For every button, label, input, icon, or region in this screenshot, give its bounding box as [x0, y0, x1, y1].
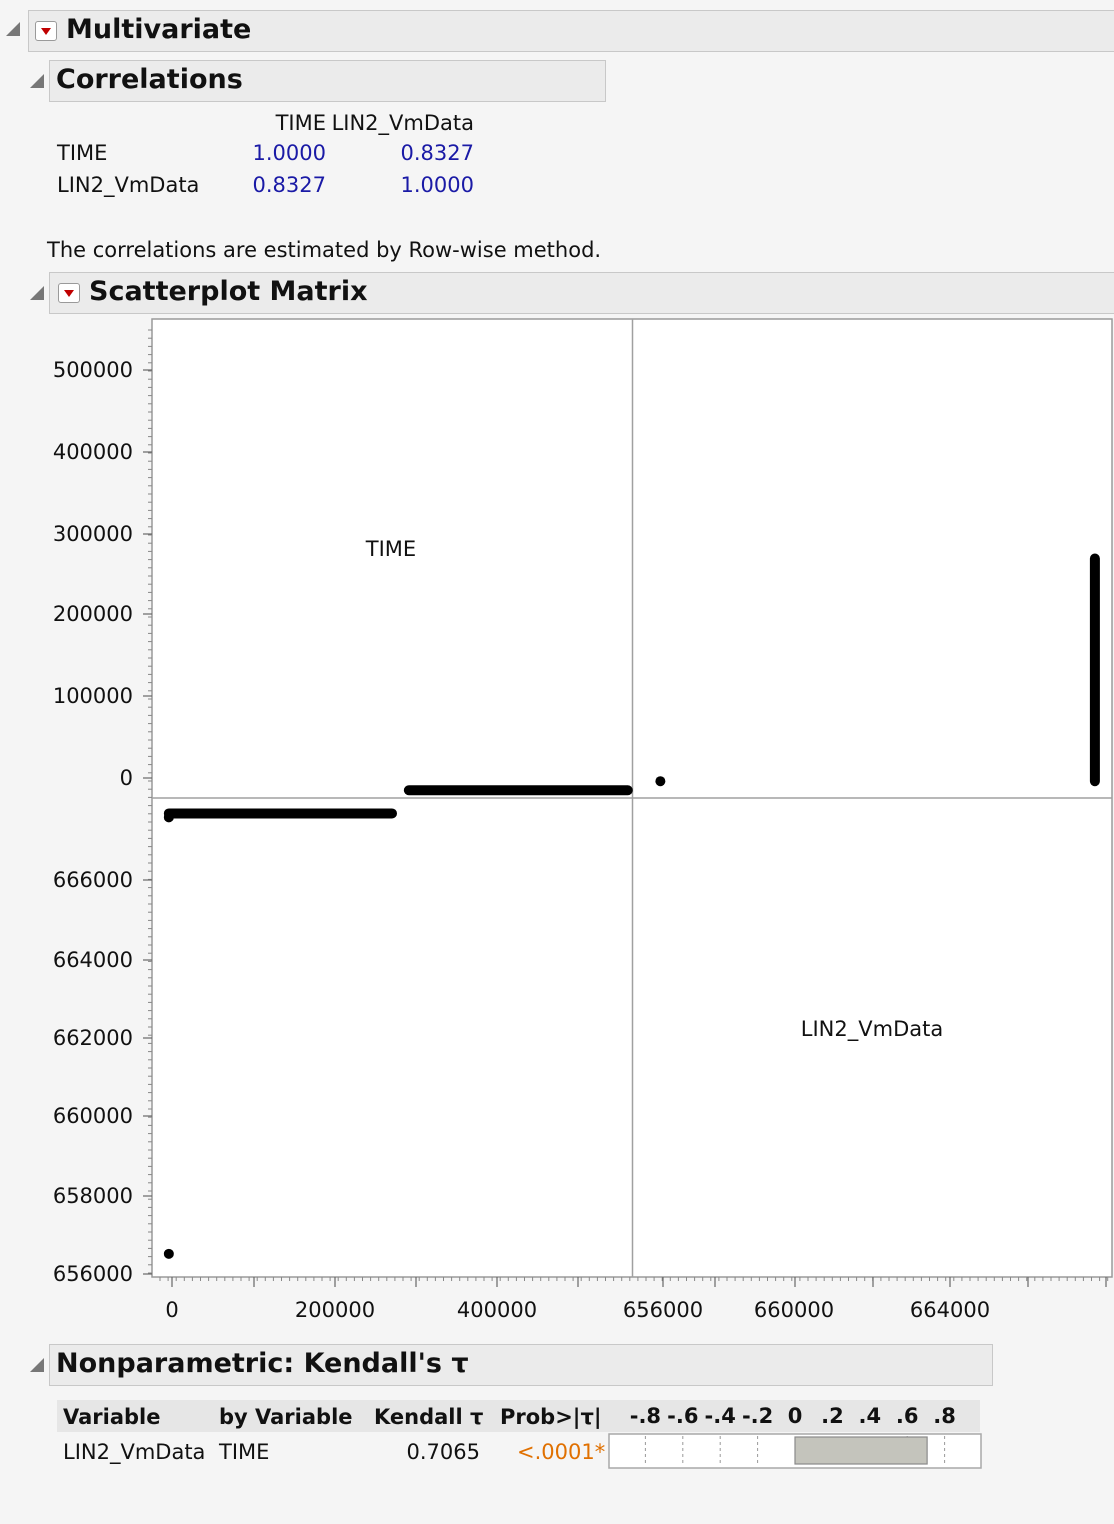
bar-axis-label: .2	[821, 1404, 844, 1428]
y-tick-label: 400000	[52, 440, 133, 464]
column-header: TIME	[275, 111, 326, 135]
collapse-triangle-icon[interactable]	[30, 74, 44, 88]
data-marks	[163, 553, 1100, 1259]
scatterplot-header	[49, 272, 1114, 314]
table-cell: 1.0000	[252, 141, 326, 165]
bar-axis-label: 0	[787, 1404, 803, 1428]
row-label: TIME	[57, 141, 108, 165]
x-tick-label: 664000	[909, 1298, 991, 1322]
table-cell: 0.8327	[400, 141, 474, 165]
table-cell: TIME	[219, 1440, 270, 1464]
y-tick-label: 664000	[52, 948, 133, 972]
y-tick-label: 656000	[52, 1262, 133, 1286]
column-header: Prob>|τ|	[500, 1405, 602, 1429]
diag-label-time: TIME	[365, 537, 416, 561]
bar-axis-label: -.4	[704, 1404, 736, 1428]
table-cell: LIN2_VmData	[63, 1440, 206, 1464]
column-header: LIN2_VmData	[331, 111, 474, 135]
scatterplot-matrix[interactable]: TIME LIN2_VmData	[0, 0, 1114, 1300]
column-header: Kendall τ	[374, 1405, 484, 1429]
correlations-header	[49, 60, 606, 102]
row-label: LIN2_VmData	[57, 173, 200, 197]
x-tick-label: 0	[165, 1298, 179, 1322]
collapse-triangle-icon[interactable]	[6, 22, 20, 36]
kendall-header-row-bg	[57, 1400, 980, 1432]
y-tick-label: 658000	[52, 1184, 133, 1208]
x-tick-label: 660000	[753, 1298, 835, 1322]
correlations-note: The correlations are estimated by Row-wi…	[47, 238, 602, 262]
y-tick-label: 660000	[52, 1104, 133, 1128]
scatterplot-title: Scatterplot Matrix	[89, 276, 368, 307]
x-tick-label: 400000	[456, 1298, 538, 1322]
p-value-cell: <.0001*	[517, 1440, 606, 1464]
y-tick-label: 662000	[52, 1026, 133, 1050]
y-tick-label: 100000	[52, 684, 133, 708]
multivariate-header	[28, 10, 1114, 52]
bar-axis-label: -.2	[741, 1404, 774, 1428]
x-tick-label: 200000	[294, 1298, 376, 1322]
red-menu-icon[interactable]	[58, 283, 80, 303]
collapse-triangle-icon[interactable]	[30, 286, 44, 300]
column-header: Variable	[63, 1405, 161, 1429]
y-tick-label: 200000	[52, 602, 133, 626]
bar-axis-label: .6	[895, 1404, 919, 1428]
axis-ticks	[143, 329, 1109, 1287]
kendall-title: Nonparametric: Kendall's τ	[56, 1348, 469, 1379]
y-tick-label: 300000	[52, 522, 133, 546]
data-point	[655, 776, 666, 787]
bar-axis-label: -.6	[667, 1404, 699, 1428]
diag-label-lin2: LIN2_VmData	[801, 1017, 943, 1042]
y-tick-label: 0	[119, 766, 133, 790]
y-tick-label: 666000	[52, 868, 133, 892]
table-cell: 0.8327	[252, 173, 326, 197]
table-cell: 0.7065	[406, 1440, 480, 1464]
bar-axis-label: .4	[858, 1404, 882, 1428]
collapse-triangle-icon[interactable]	[30, 1358, 44, 1372]
plot-frame	[151, 318, 1113, 1278]
red-menu-icon[interactable]	[35, 21, 57, 41]
data-point	[163, 1248, 174, 1259]
column-header: by Variable	[219, 1405, 353, 1429]
table-cell: 1.0000	[400, 173, 474, 197]
x-tick-label: 656000	[622, 1298, 704, 1322]
kendall-bar-chart	[608, 1433, 982, 1469]
kendall-tau-bar	[794, 1436, 928, 1465]
correlations-title: Correlations	[56, 64, 243, 95]
multivariate-title: Multivariate	[66, 14, 252, 45]
bar-axis-label: -.8	[629, 1404, 662, 1428]
y-tick-label: 500000	[52, 358, 133, 382]
bar-axis-label: .8	[933, 1404, 956, 1428]
kendall-header	[49, 1344, 993, 1386]
